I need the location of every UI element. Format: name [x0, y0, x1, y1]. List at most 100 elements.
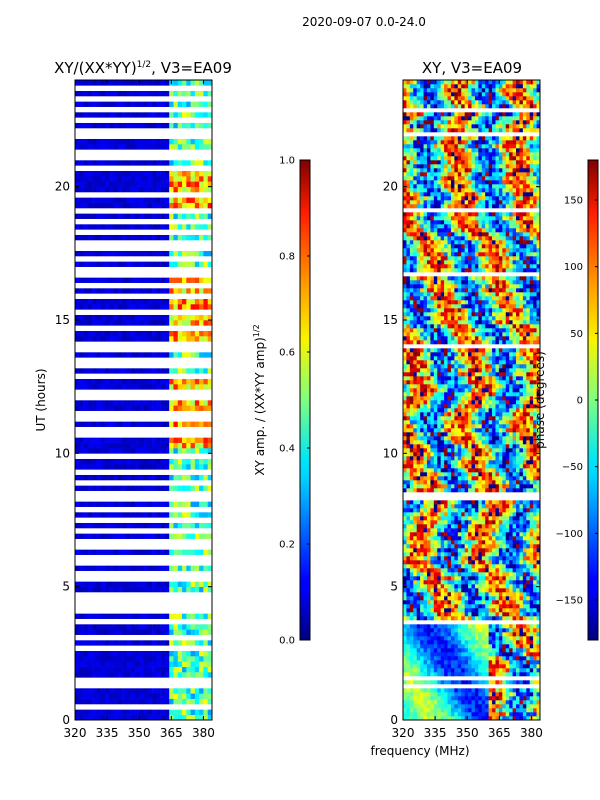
amplitude-heatmap-cell	[92, 144, 97, 150]
amplitude-heatmap-cell	[194, 698, 200, 705]
amplitude-heatmap-cell	[147, 320, 153, 326]
amplitude-heatmap-cell	[139, 336, 144, 342]
phase-heatmap-cell	[426, 672, 431, 677]
phase-heatmap-cell	[423, 700, 428, 705]
amplitude-heatmap-cell	[96, 213, 101, 219]
amplitude-heatmap-cell	[177, 144, 183, 150]
amplitude-heatmap-cell	[130, 357, 136, 363]
phase-heatmap-cell	[426, 700, 431, 705]
amplitude-heatmap-cell	[92, 517, 97, 523]
amplitude-heatmap-cell	[134, 709, 140, 715]
amplitude-heatmap-cell	[87, 522, 93, 529]
amplitude-heatmap-cell	[96, 629, 101, 635]
amplitude-heatmap-cell	[96, 469, 101, 475]
phase-heatmap-cell	[488, 616, 493, 621]
amplitude-heatmap-cell	[203, 432, 209, 438]
amplitude-heatmap-cell	[177, 501, 183, 507]
amplitude-heatmap-cell	[109, 144, 114, 150]
amplitude-heatmap-cell	[83, 448, 89, 454]
amplitude-heatmap-cell	[173, 485, 179, 491]
phase-heatmap-cell	[522, 716, 527, 721]
phase-heatmap-cell	[505, 620, 510, 625]
amplitude-heatmap-cell	[177, 336, 183, 342]
amplitude-heatmap-cell	[156, 400, 161, 406]
amplitude-heatmap-cell	[134, 106, 140, 113]
phase-heatmap-cell	[485, 696, 489, 701]
amplitude-heatmap-cell	[130, 645, 136, 651]
amplitude-heatmap-cell	[130, 490, 136, 497]
amplitude-heatmap-cell	[143, 501, 149, 507]
amplitude-heatmap-cell	[182, 432, 187, 438]
amplitude-heatmap-cell	[186, 160, 191, 166]
amplitude-heatmap-cell	[109, 533, 114, 539]
phase-heatmap-cell	[474, 648, 479, 653]
amplitude-heatmap-cell	[143, 698, 149, 705]
amplitude-heatmap-cell	[92, 357, 97, 363]
phase-heatmap-cell	[536, 636, 541, 641]
amplitude-heatmap-cell	[173, 496, 179, 502]
amplitude-heatmap-cell	[177, 341, 183, 347]
phase-heatmap-cell	[437, 624, 441, 629]
amplitude-heatmap-cell	[199, 218, 204, 225]
amplitude-heatmap-cell	[122, 480, 127, 486]
amplitude-heatmap-cell	[203, 314, 209, 321]
amplitude-heatmap-cell	[203, 240, 209, 246]
amplitude-heatmap-cell	[75, 565, 80, 571]
amplitude-title-tail: , V3=EA09	[151, 59, 232, 77]
amplitude-heatmap-cell	[100, 592, 106, 598]
amplitude-heatmap-cell	[126, 202, 131, 209]
amplitude-heatmap-cell	[164, 485, 170, 491]
amplitude-heatmap-cell	[75, 181, 80, 187]
phase-heatmap-cell	[450, 656, 455, 661]
amplitude-heatmap-cell	[92, 117, 97, 123]
amplitude-heatmap-cell	[104, 650, 110, 657]
amplitude-heatmap-cell	[100, 464, 106, 470]
amplitude-heatmap-cell	[96, 485, 101, 491]
amplitude-heatmap-cell	[104, 288, 110, 294]
amplitude-heatmap-cell	[156, 330, 161, 337]
amplitude-colorbar-tick-label: 0.4	[279, 444, 295, 455]
amplitude-heatmap-cell	[199, 213, 204, 219]
amplitude-heatmap-cell	[186, 85, 191, 91]
amplitude-heatmap-cell	[152, 688, 157, 694]
amplitude-heatmap-cell	[75, 218, 80, 225]
amplitude-heatmap-cell	[143, 282, 149, 289]
amplitude-heatmap-cell	[92, 432, 97, 438]
amplitude-heatmap-cell	[152, 394, 157, 401]
phase-heatmap-cell	[533, 656, 537, 661]
phase-heatmap-cell	[529, 676, 534, 681]
amplitude-heatmap-cell	[122, 522, 127, 529]
amplitude-heatmap-cell	[83, 576, 89, 582]
amplitude-heatmap-cell	[92, 320, 97, 326]
amplitude-heatmap-cell	[79, 528, 84, 534]
phase-heatmap-cell	[403, 664, 407, 669]
amplitude-heatmap-cell	[152, 645, 157, 651]
amplitude-heatmap-cell	[173, 464, 179, 470]
amplitude-heatmap-cell	[113, 709, 119, 715]
amplitude-heatmap-cell	[194, 320, 200, 326]
amplitude-heatmap-cell	[126, 714, 131, 721]
amplitude-heatmap-cell	[130, 528, 136, 534]
phase-heatmap-cell	[468, 624, 472, 629]
amplitude-heatmap-cell	[139, 165, 144, 171]
amplitude-heatmap-cell	[117, 544, 123, 550]
amplitude-heatmap-cell	[92, 85, 97, 91]
phase-heatmap-cell	[440, 716, 445, 721]
amplitude-heatmap-cell	[199, 160, 204, 166]
phase-heatmap-cell	[488, 656, 493, 661]
amplitude-heatmap-cell	[87, 106, 93, 113]
amplitude-heatmap-cell	[122, 656, 127, 662]
phase-heatmap-cell	[519, 652, 524, 657]
amplitude-heatmap-cell	[79, 629, 84, 635]
amplitude-heatmap-cell	[100, 538, 106, 545]
amplitude-heatmap-cell	[186, 240, 191, 246]
phase-heatmap-cell	[522, 656, 527, 661]
amplitude-heatmap-cell	[199, 613, 204, 619]
amplitude-heatmap-cell	[182, 160, 187, 166]
phase-heatmap-cell	[519, 700, 524, 705]
amplitude-heatmap-cell	[122, 405, 127, 411]
amplitude-heatmap-cell	[160, 554, 166, 561]
phase-heatmap-cell	[478, 644, 483, 649]
amplitude-heatmap-cell	[87, 528, 93, 534]
amplitude-heatmap-cell	[134, 490, 140, 497]
